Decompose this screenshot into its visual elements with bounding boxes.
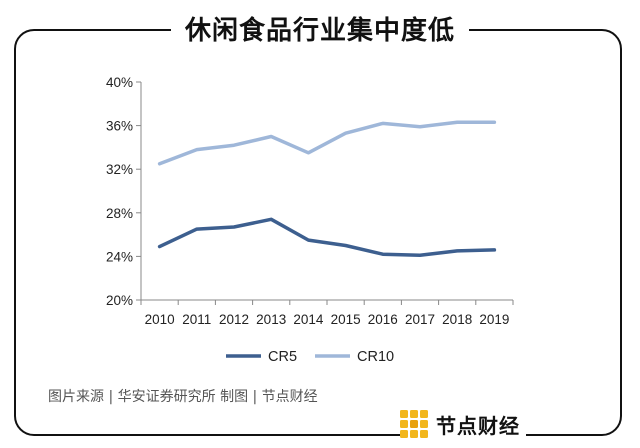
- x-tick-label: 2019: [479, 312, 509, 327]
- x-tick-label: 2018: [442, 312, 472, 327]
- brand-logo-icon: [400, 410, 428, 438]
- y-tick-label: 36%: [106, 119, 133, 134]
- x-tick-label: 2013: [256, 312, 286, 327]
- series-line-cr10: [157, 120, 497, 166]
- x-tick-label: 2016: [368, 312, 398, 327]
- source-caption: 图片来源 | 华安证券研究所 制图 | 节点财经: [48, 389, 318, 405]
- x-tick-label: 2017: [405, 312, 435, 327]
- x-tick-label: 2012: [219, 312, 249, 327]
- x-tick-label: 2015: [331, 312, 361, 327]
- x-tick-label: 2014: [293, 312, 324, 327]
- x-tick-label: 2010: [145, 312, 175, 327]
- legend-label-cr5: CR5: [268, 349, 297, 365]
- legend-label-cr10: CR10: [357, 349, 394, 365]
- y-tick-label: 40%: [106, 75, 133, 90]
- y-tick-label: 32%: [106, 162, 133, 177]
- y-tick-label: 28%: [106, 206, 133, 221]
- title-container: 休闲食品行业集中度低: [0, 10, 640, 47]
- x-tick-label: 2011: [182, 312, 211, 327]
- series-line-cr5: [157, 217, 497, 258]
- brand-name: 节点财经: [436, 413, 520, 438]
- chart-title: 休闲食品行业集中度低: [170, 10, 469, 47]
- y-tick-label: 24%: [106, 249, 133, 264]
- y-tick-label: 20%: [106, 293, 133, 308]
- brand-watermark: 节点财经: [400, 407, 526, 441]
